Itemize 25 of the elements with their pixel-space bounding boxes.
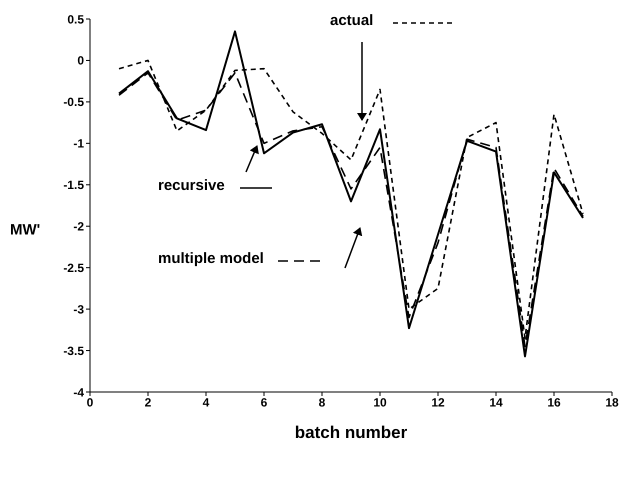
x-tick-label: 0 xyxy=(86,396,94,410)
legend-label: recursive xyxy=(158,177,225,194)
x-tick-label: 18 xyxy=(605,396,619,410)
x-tick-label: 2 xyxy=(144,396,152,410)
y-tick-label: 0 xyxy=(77,54,84,68)
y-tick-label: -1 xyxy=(73,136,84,151)
y-tick-label: -4 xyxy=(73,385,84,400)
x-axis-title: batch number xyxy=(294,423,408,442)
x-tick-label: 6 xyxy=(260,396,268,410)
y-tick-label: -1.5 xyxy=(63,178,84,192)
legend-label: multiple model xyxy=(158,250,264,267)
y-tick-label: -2 xyxy=(73,219,84,234)
y-tick-label: -3.5 xyxy=(63,344,84,358)
x-tick-label: 14 xyxy=(489,396,503,410)
y-tick-label: -2.5 xyxy=(63,260,84,275)
y-tick-label: -0.5 xyxy=(63,95,84,110)
y-axis-title: MW' xyxy=(10,222,40,238)
x-tick-label: 8 xyxy=(318,396,326,410)
y-tick-label: 0.5 xyxy=(67,12,84,26)
y-tick-label: -3 xyxy=(73,302,84,316)
x-tick-label: 16 xyxy=(547,396,561,410)
x-tick-label: 12 xyxy=(431,396,445,410)
x-tick-label: 10 xyxy=(373,396,387,410)
legend-label: actual xyxy=(330,12,374,29)
x-tick-label: 4 xyxy=(202,396,210,410)
